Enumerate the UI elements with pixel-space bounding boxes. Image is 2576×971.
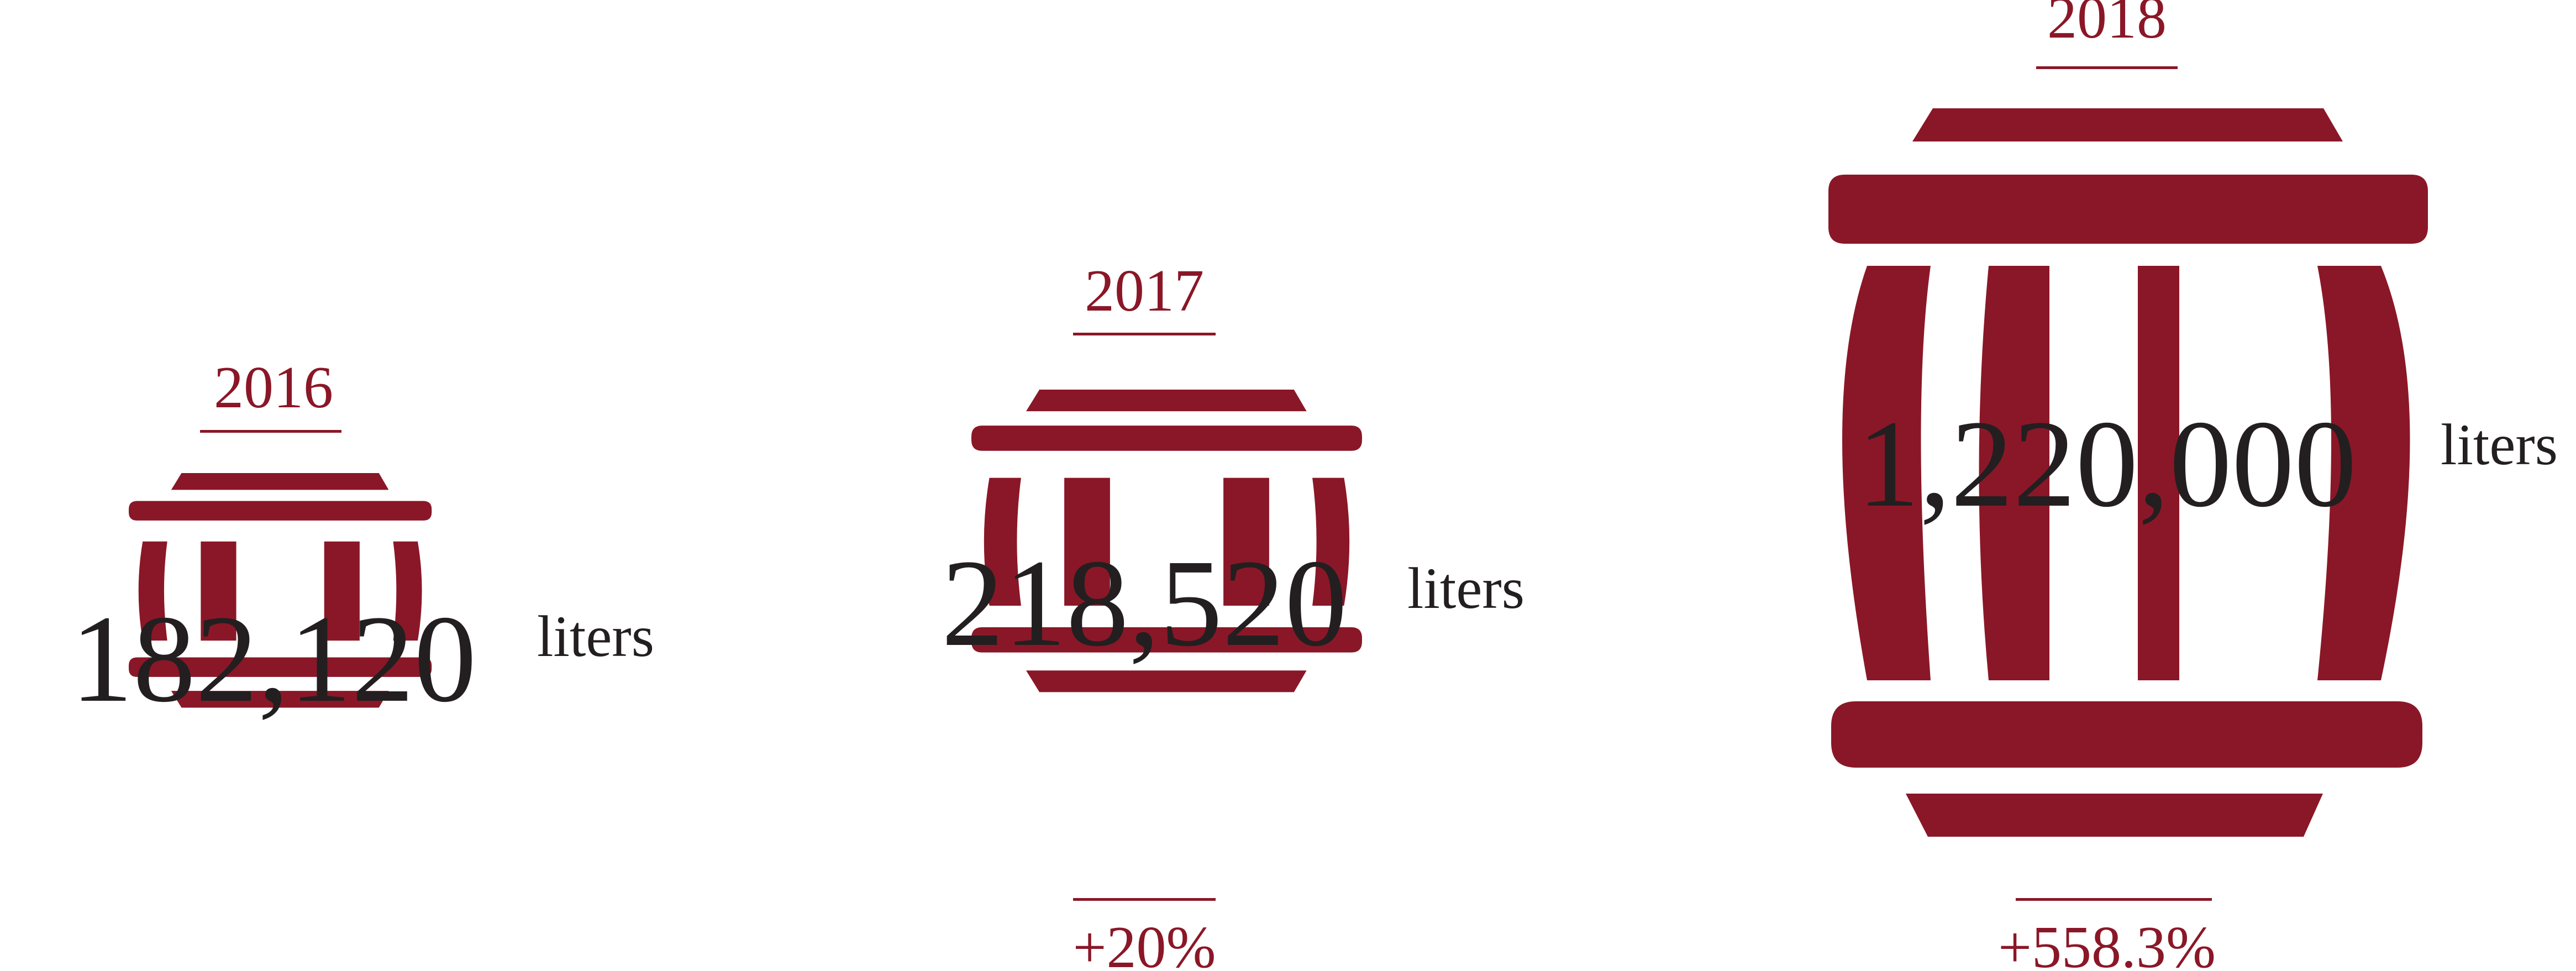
barrel-icon-2018 [1828, 108, 2428, 837]
value-label-2017: 218,520 [942, 534, 1348, 672]
barrel-group-2018: 2018 1,220,000 liters +558.3% [1828, 0, 2558, 971]
value-label-2016: 182,120 [71, 590, 477, 728]
year-label-2016: 2016 [214, 355, 333, 421]
barrel-icon-2016 [129, 473, 432, 708]
year-underline-2018 [2036, 66, 2178, 69]
year-label-2018: 2018 [2047, 0, 2167, 51]
value-label-2018: 1,220,000 [1857, 395, 2357, 533]
year-label-2017: 2017 [1085, 258, 1204, 324]
barrel-group-2016: 2016 182,120 liters [71, 355, 654, 728]
barrel-icon-2017 [971, 390, 1362, 692]
year-underline-2016 [200, 430, 341, 433]
unit-label-2017: liters [1407, 556, 1524, 621]
change-label-2017: +20% [1073, 915, 1216, 971]
change-underline-2018 [2016, 898, 2212, 901]
change-label-2018: +558.3% [1998, 915, 2216, 971]
unit-label-2018: liters [2441, 412, 2558, 477]
year-underline-2017 [1073, 333, 1216, 335]
unit-label-2016: liters [537, 604, 654, 669]
change-underline-2017 [1073, 898, 1216, 901]
barrel-group-2017: 2017 218,520 liters +20% [942, 258, 1524, 971]
